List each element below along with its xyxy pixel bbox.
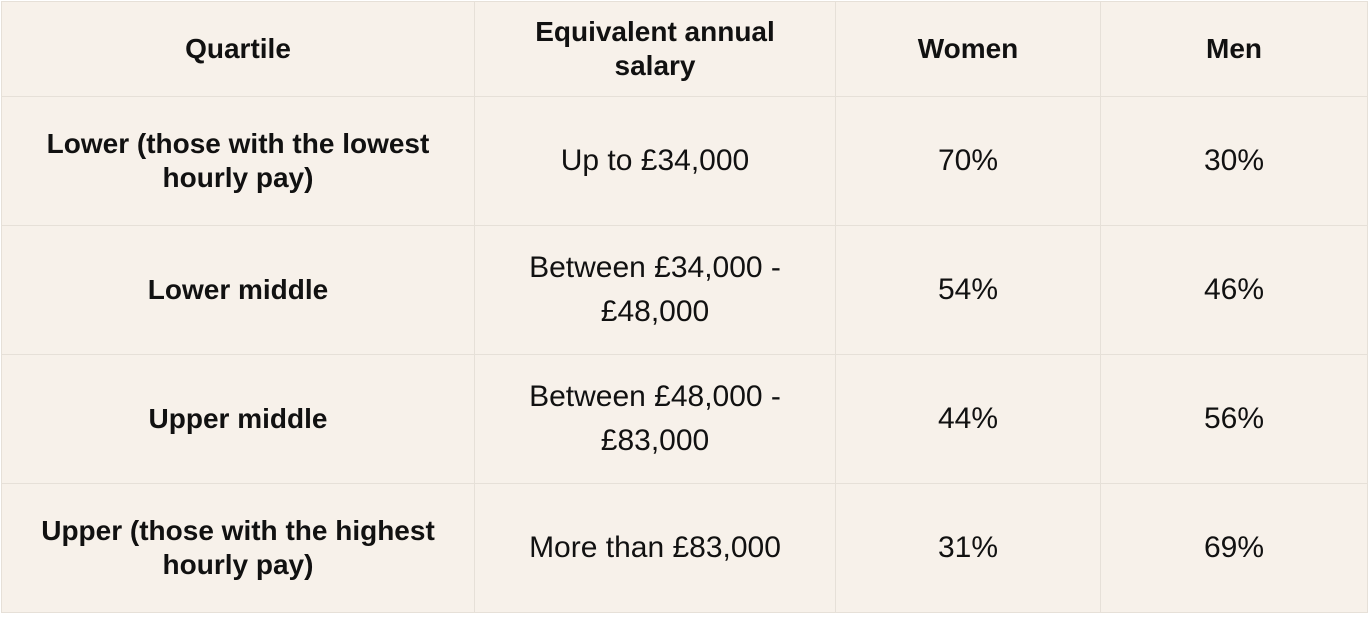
cell-text: Lower middle [147,274,329,305]
cell-text: 69% [1203,531,1265,564]
table-cell: 46% [1100,225,1368,355]
cell-text: Women [917,33,1019,64]
table-cell: Upper middle [1,354,475,484]
table-cell: 56% [1100,354,1368,484]
table-cell: 44% [835,354,1101,484]
table-row: Lower middle Between £34,000 - £48,000 54%… [1,225,1368,355]
table-cell: Up to £34,000 [474,96,836,226]
table-cell: 31% [835,483,1101,613]
cell-text: 30% [1203,144,1265,177]
table-body: Lower (those with the lowest hourly pay)… [1,96,1368,613]
table-cell: 70% [835,96,1101,226]
header-row: Quartile Equivalent annual salary Women Men [1,1,1368,97]
cell-text: More than £83,000 [529,531,781,564]
cell-text: 44% [937,402,999,435]
table-cell: 30% [1100,96,1368,226]
cell-text: Between £48,000 - £83,000 [529,380,781,457]
table-row: Upper (those with the highest hourly pay… [1,483,1368,613]
cell-text: 54% [937,273,999,306]
cell-text: Quartile [185,33,291,64]
cell-text: Up to £34,000 [560,144,750,177]
table-cell: More than £83,000 [474,483,836,613]
cell-text: 46% [1203,273,1265,306]
table-cell: Upper (those with the highest hourly pay… [1,483,475,613]
table-row: Upper middle Between £48,000 - £83,000 44%… [1,354,1368,484]
header-cell: Men [1100,1,1368,97]
cell-text: Upper (those with the highest hourly pay… [41,515,435,580]
table-cell: 54% [835,225,1101,355]
cell-text: Equivalent annual salary [535,16,775,81]
cell-text: 70% [937,144,999,177]
cell-text: Upper middle [148,403,328,434]
table-cell: Lower (those with the lowest hourly pay) [1,96,475,226]
table-cell: Lower middle [1,225,475,355]
cell-text: 56% [1203,402,1265,435]
cell-text: Lower (those with the lowest hourly pay) [46,128,430,193]
header-cell: Equivalent annual salary [474,1,836,97]
table-cell: Between £48,000 - £83,000 [474,354,836,484]
header-cell: Quartile [1,1,475,97]
cell-text: Between £34,000 - £48,000 [529,251,781,328]
cell-text: 31% [937,531,999,564]
table-cell: 69% [1100,483,1368,613]
table-cell: Between £34,000 - £48,000 [474,225,836,355]
header-cell: Women [835,1,1101,97]
table-row: Lower (those with the lowest hourly pay)… [1,96,1368,226]
cell-text: Men [1206,33,1262,64]
